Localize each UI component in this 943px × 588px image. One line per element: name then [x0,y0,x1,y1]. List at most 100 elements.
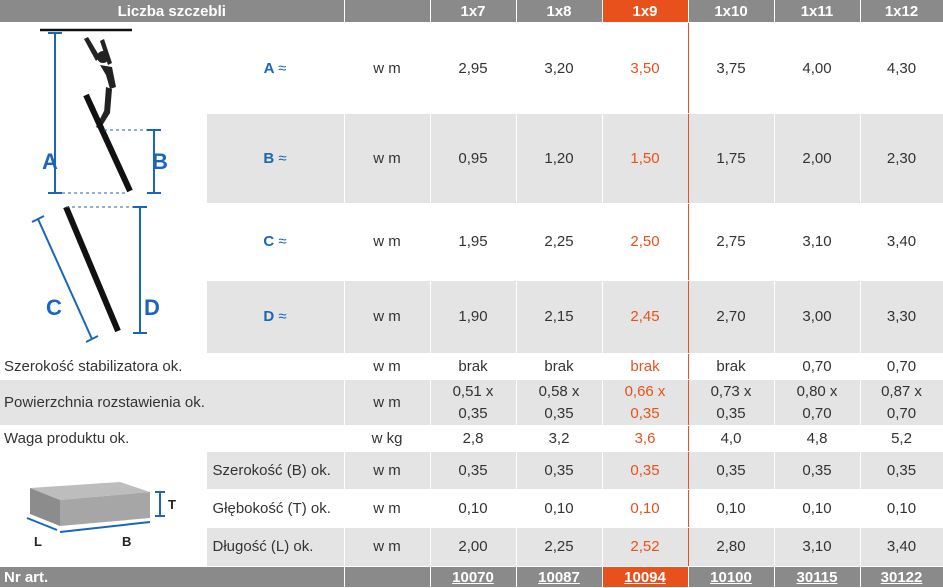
unit-cell: w m [344,203,431,281]
value-cell: 0,10 [430,489,517,528]
ladder-diagram: A B [31,28,168,343]
value-cell: 2,30 [860,113,943,204]
value-cell-highlight: 0,66 x 0,35 [601,379,689,426]
package-diagram: T L B [26,482,176,549]
value-cell: 0,70 [774,353,861,380]
value-cell: 4,00 [774,22,861,115]
dim-label-a: A [42,149,58,174]
value-cell-highlight: 2,50 [601,203,689,281]
row-b: B ≈ w m 0,95 1,20 1,50 1,75 2,00 2,30 [0,113,943,204]
row-label-b: B ≈ [206,113,345,204]
value-cell: 1,90 [430,280,517,355]
row-pack-length: Długość (L) ok. w m 2,00 2,25 2,52 2,80 … [0,527,943,568]
row-pack-depth: Głębokość (T) ok. w m 0,10 0,10 0,10 0,1… [0,489,943,528]
package-diagram-cell: T L B [0,451,207,567]
row-label-c: C ≈ [206,203,345,281]
value-cell: 3,10 [774,527,861,568]
row-label-d: D ≈ [206,280,345,355]
value-cell: 4,8 [774,425,861,452]
unit-cell: w m [344,353,431,380]
value-cell: 0,73 x 0,35 [688,379,775,426]
article-number[interactable]: 30122 [860,566,943,588]
row-label-pack-depth: Głębokość (T) ok. [206,489,345,528]
header-col: 1x11 [774,0,861,23]
value-cell: 2,75 [688,203,775,281]
header-col: 1x10 [688,0,775,23]
value-cell: 0,70 [860,353,943,380]
unit-cell: w kg [344,425,431,452]
value-cell: 0,35 [688,451,775,490]
header-col: 1x8 [516,0,603,23]
value-cell-highlight: 2,52 [601,527,689,568]
box-label-l: L [34,534,42,549]
value-cell: 0,35 [774,451,861,490]
unit-cell: w m [344,22,431,115]
value-cell: 2,00 [430,527,517,568]
value-cell: 0,10 [774,489,861,528]
value-cell: 0,87 x 0,70 [860,379,943,426]
dim-label-c: C [46,295,62,320]
unit-cell: w m [344,280,431,355]
value-cell: 0,80 x 0,70 [774,379,861,426]
row-label-pack-width: Szerokość (B) ok. [206,451,345,490]
row-pack-width: T L B Szerokość (B) ok. w m 0,35 0,35 0,… [0,451,943,567]
row-label-a: A ≈ [206,22,345,115]
row-label-stabilizer: Szerokość stabilizatora ok. [0,353,345,380]
dim-label-d: D [144,295,160,320]
row-c: C ≈ w m 1,95 2,25 2,50 2,75 3,10 3,40 [0,203,943,281]
row-area: Powierzchnia rozstawienia ok. w m 0,51 x… [0,379,943,426]
value-cell: 0,35 [516,451,603,490]
value-cell: 2,25 [516,527,603,568]
row-label-weight: Waga produktu ok. [0,425,345,452]
dim-label-b: B [152,149,168,174]
unit-cell: w m [344,489,431,528]
value-cell: 2,00 [774,113,861,204]
row-d: D ≈ w m 1,90 2,15 2,45 2,70 3,00 3,30 [0,280,943,355]
value-cell: 2,8 [430,425,517,452]
value-cell: 1,20 [516,113,603,204]
value-cell: 1,75 [688,113,775,204]
value-cell-highlight: 2,45 [601,280,689,355]
row-weight: Waga produktu ok. w kg 2,8 3,2 3,6 4,0 4… [0,425,943,452]
box-label-b: B [122,534,131,549]
value-cell: 0,35 [860,451,943,490]
footer-row: Nr art. 10070 10087 10094 10100 30115 30… [0,566,943,588]
header-title: Liczba szczebli [0,0,345,23]
value-cell: 3,10 [774,203,861,281]
value-cell-highlight: 3,50 [601,22,689,115]
ladder-diagram-cell: A B [0,22,207,354]
value-cell: brak [516,353,603,380]
value-cell: 0,35 [430,451,517,490]
unit-cell: w m [344,527,431,568]
header-col-highlight: 1x9 [602,0,689,23]
article-number[interactable]: 10100 [688,566,775,588]
value-cell-highlight: 0,35 [601,451,689,490]
article-number-highlight[interactable]: 10094 [602,566,689,588]
footer-label: Nr art. [0,566,345,588]
value-cell: 2,25 [516,203,603,281]
value-cell: 3,30 [860,280,943,355]
value-cell: 0,51 x 0,35 [430,379,517,426]
value-cell: 5,2 [860,425,943,452]
value-cell: 3,00 [774,280,861,355]
header-row: Liczba szczebli 1x7 1x8 1x9 1x10 1x11 1x… [0,0,943,23]
header-col: 1x12 [860,0,943,23]
article-number[interactable]: 10087 [516,566,603,588]
row-label-pack-length: Długość (L) ok. [206,527,345,568]
value-cell: 4,30 [860,22,943,115]
unit-cell: w m [344,451,431,490]
value-cell-highlight: brak [601,353,689,380]
unit-cell: w m [344,379,431,426]
value-cell: brak [688,353,775,380]
value-cell: 0,58 x 0,35 [516,379,603,426]
value-cell: 0,95 [430,113,517,204]
value-cell: 2,80 [688,527,775,568]
article-number[interactable]: 30115 [774,566,861,588]
value-cell-highlight: 1,50 [601,113,689,204]
value-cell: 3,40 [860,527,943,568]
article-number[interactable]: 10070 [430,566,517,588]
box-label-t: T [168,497,176,512]
value-cell: 1,95 [430,203,517,281]
